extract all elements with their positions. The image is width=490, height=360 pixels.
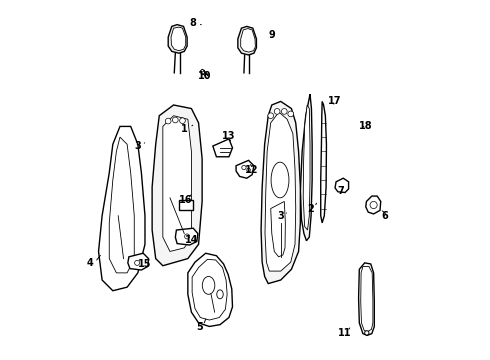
Text: 16: 16 (179, 195, 193, 205)
Polygon shape (261, 102, 300, 284)
Polygon shape (200, 69, 205, 75)
Circle shape (172, 117, 178, 123)
Polygon shape (109, 137, 134, 273)
Text: 18: 18 (359, 121, 372, 131)
Polygon shape (265, 112, 296, 271)
Polygon shape (188, 253, 232, 327)
Text: 14: 14 (185, 235, 198, 245)
Text: 15: 15 (138, 259, 151, 269)
Polygon shape (300, 94, 312, 241)
Polygon shape (236, 160, 254, 178)
Circle shape (370, 202, 377, 208)
Text: 6: 6 (382, 211, 389, 221)
Circle shape (274, 109, 280, 114)
Text: 7: 7 (337, 186, 344, 197)
Polygon shape (213, 139, 232, 157)
Circle shape (281, 109, 287, 114)
Circle shape (135, 260, 140, 265)
Circle shape (365, 331, 369, 335)
Polygon shape (179, 200, 193, 210)
Text: 9: 9 (269, 30, 275, 40)
Polygon shape (270, 202, 285, 257)
Polygon shape (303, 105, 310, 230)
Text: 10: 10 (198, 71, 212, 81)
Text: 4: 4 (86, 258, 93, 268)
Text: 8: 8 (190, 18, 196, 28)
Circle shape (165, 118, 171, 124)
Circle shape (288, 111, 294, 117)
Polygon shape (241, 28, 255, 52)
Text: 1: 1 (181, 124, 188, 134)
Polygon shape (238, 26, 256, 55)
Polygon shape (168, 24, 187, 53)
Circle shape (242, 165, 246, 170)
Text: 17: 17 (327, 96, 341, 106)
Polygon shape (361, 266, 373, 332)
Ellipse shape (271, 162, 289, 198)
Circle shape (247, 168, 250, 172)
Polygon shape (163, 116, 192, 251)
Ellipse shape (217, 290, 223, 299)
Circle shape (268, 113, 273, 118)
Text: 12: 12 (245, 165, 258, 175)
Polygon shape (171, 27, 186, 51)
Polygon shape (359, 263, 374, 336)
Text: 13: 13 (222, 131, 236, 141)
Polygon shape (366, 196, 381, 214)
Text: 3: 3 (134, 141, 141, 151)
Polygon shape (321, 102, 326, 223)
Text: 11: 11 (338, 328, 351, 338)
Text: 2: 2 (308, 203, 315, 213)
Polygon shape (98, 126, 145, 291)
Text: 3: 3 (277, 211, 284, 221)
Circle shape (185, 234, 190, 239)
Polygon shape (293, 173, 300, 186)
Polygon shape (152, 105, 202, 266)
Polygon shape (192, 259, 227, 320)
Ellipse shape (202, 276, 215, 294)
Polygon shape (175, 228, 198, 245)
Circle shape (180, 118, 185, 123)
Polygon shape (128, 253, 148, 270)
Text: 5: 5 (196, 322, 203, 332)
Polygon shape (335, 178, 348, 193)
